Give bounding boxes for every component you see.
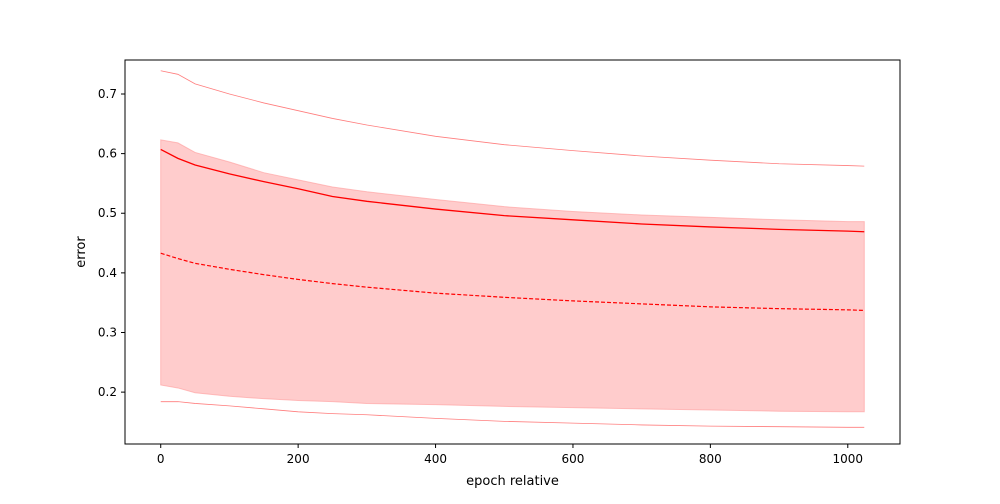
y-tick-label: 0.6	[98, 147, 117, 161]
series-median-line	[160, 252, 865, 312]
plot-layer	[160, 70, 865, 428]
y-axis-label: error	[74, 236, 89, 268]
series-min-line	[160, 401, 865, 428]
x-tick-label: 400	[424, 452, 447, 466]
x-tick-label: 0	[157, 452, 165, 466]
x-tick-label: 200	[287, 452, 310, 466]
x-tick-label: 1000	[833, 452, 864, 466]
axis-layer: 0 200 400 600 800 1000 0.2 0.3 0.4 0.5 0.6 0.7	[98, 87, 863, 466]
x-tick-label: 600	[562, 452, 585, 466]
y-tick-label: 0.5	[98, 206, 117, 220]
y-tick-label: 0.2	[98, 385, 117, 399]
series-mean-line	[160, 148, 865, 233]
y-tick-label: 0.7	[98, 87, 117, 101]
series-band	[160, 139, 865, 413]
y-tick-label: 0.3	[98, 325, 117, 339]
y-tick-label: 0.4	[98, 266, 117, 280]
x-tick-label: 800	[699, 452, 722, 466]
x-axis-label: epoch relative	[466, 474, 559, 489]
series-max-line	[160, 70, 865, 167]
plot-frame	[124, 59, 901, 445]
